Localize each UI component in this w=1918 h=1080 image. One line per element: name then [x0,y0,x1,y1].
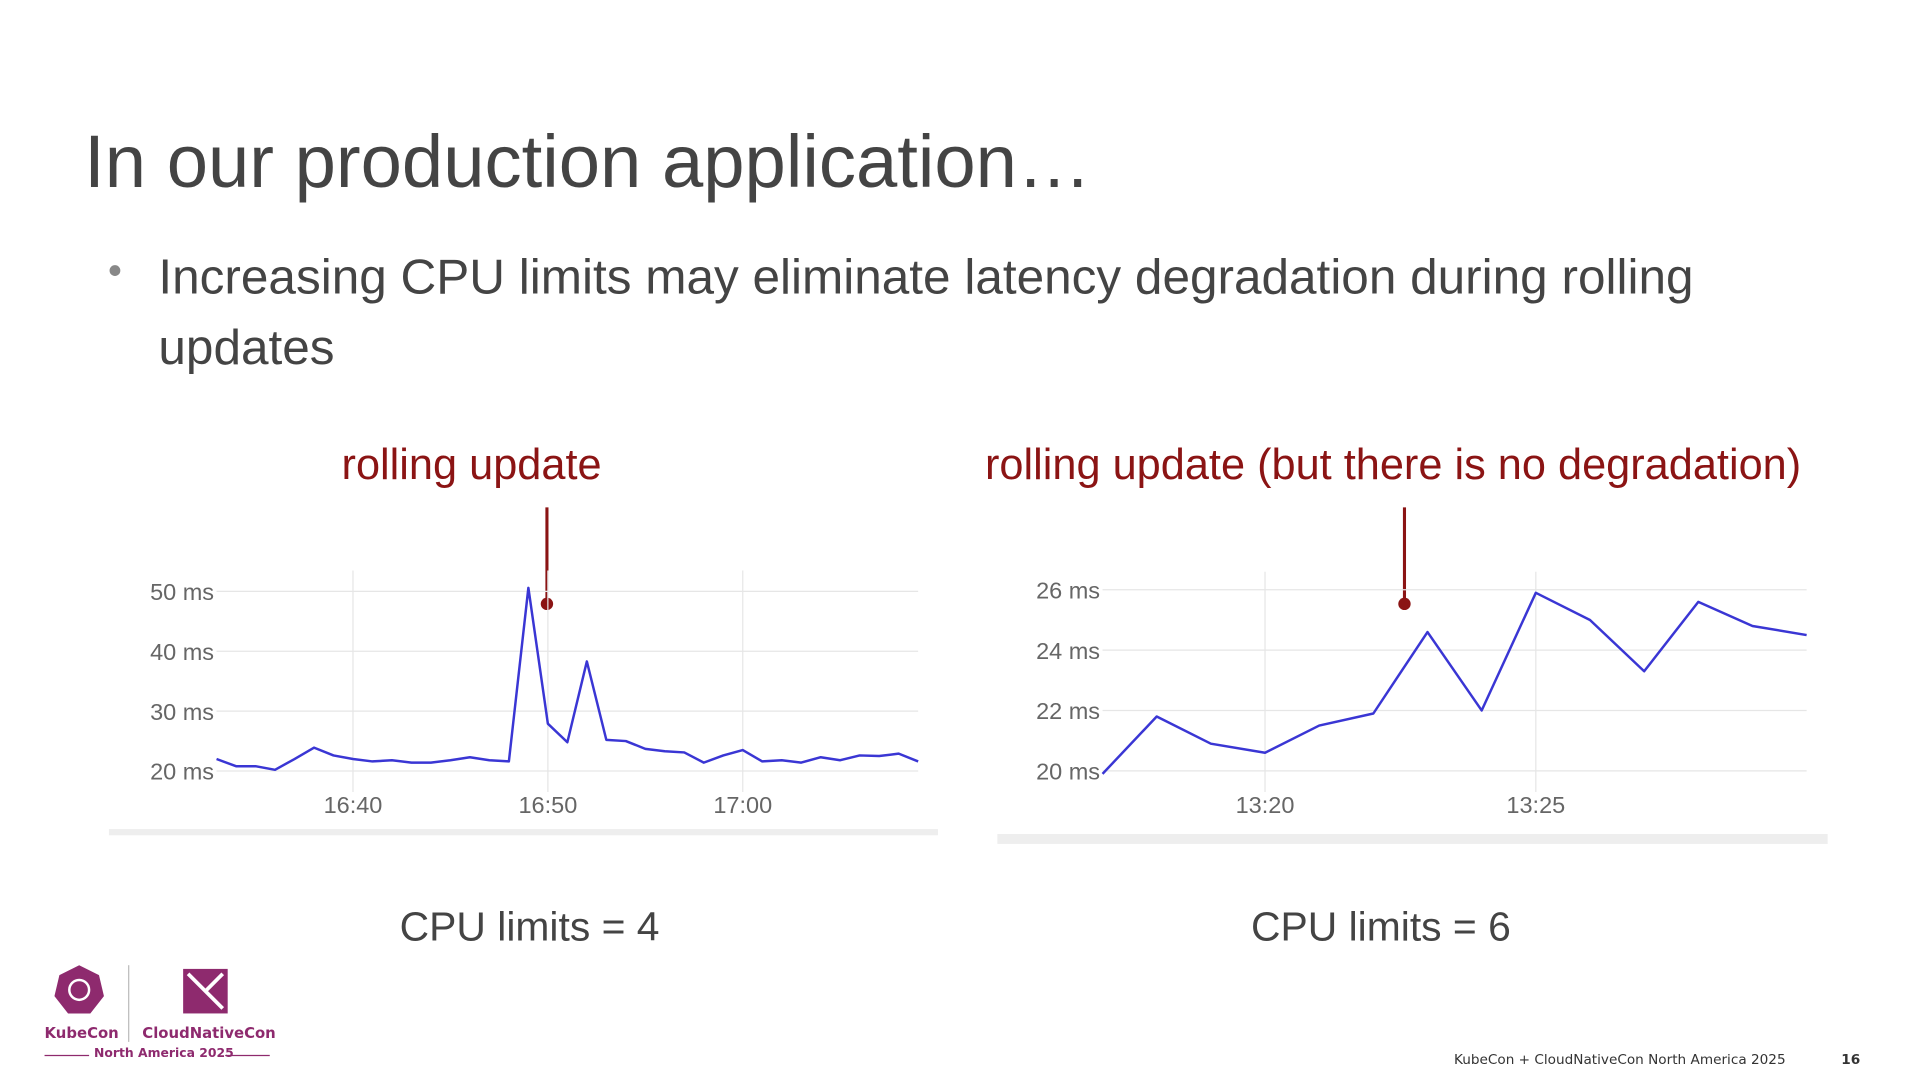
x-tick-label: 13:20 [1236,792,1295,818]
annotation: rolling update [341,440,602,489]
footer: KubeCon + CloudNativeCon North America 2… [1453,1051,1786,1068]
annotation-dot [540,597,554,611]
line-series [216,586,919,772]
x-tick-label: 13:25 [1506,792,1565,818]
logo-text: CloudNativeCon [142,1024,276,1042]
chart-frame [108,829,938,836]
caption: CPU limits = 6 [1251,903,1511,950]
slide-title: In our production application… [84,120,1092,203]
x-tick-label: 16:40 [324,792,383,818]
bullet-text: Increasing CPU limits may eliminate late… [158,249,1694,375]
y-tick-label: 22 ms [1036,698,1100,724]
y-tick-label: 50 ms [150,579,214,605]
logo-sub: North America 2025 [94,1046,234,1061]
y-tick-label: 26 ms [1036,577,1100,603]
caption: CPU limits = 4 [399,903,660,950]
kubecon-logo [44,965,270,1057]
y-tick-label: 20 ms [1036,758,1100,784]
line-series [1101,591,1807,775]
chart-frame [997,834,1828,844]
logo-text: KubeCon [44,1024,119,1042]
x-tick-label: 17:00 [713,792,772,818]
x-tick-label: 16:50 [518,792,577,818]
y-tick-label: 20 ms [150,759,214,785]
annotation: rolling update (but there is no degradat… [984,440,1802,489]
page-number: 16 [1841,1051,1861,1068]
y-tick-label: 40 ms [150,639,214,665]
y-tick-label: 24 ms [1036,638,1100,664]
annotation-dot [1398,597,1411,611]
bullet-dot: • [103,251,126,295]
y-tick-label: 30 ms [150,699,214,725]
